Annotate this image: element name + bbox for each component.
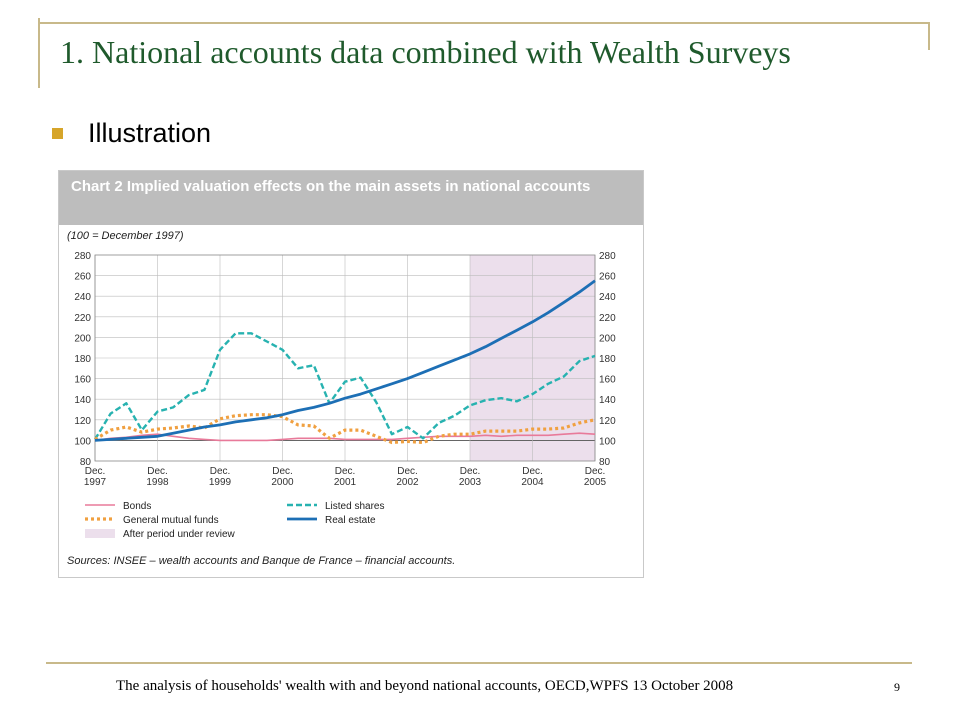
y-tick-label-left: 280	[74, 251, 91, 262]
x-tick-label: Dec. 1998	[146, 466, 169, 488]
legend-label-general-mutual-funds: General mutual funds	[123, 515, 219, 526]
x-tick-label: Dec. 2002	[396, 466, 419, 488]
y-tick-label-right: 240	[599, 292, 616, 303]
y-tick-label-left: 240	[74, 292, 91, 303]
series-line-bonds	[94, 432, 596, 442]
chart-title: Chart 2 Implied valuation effects on the…	[71, 178, 591, 195]
y-tick-label-left: 160	[74, 375, 91, 386]
x-tick-label: Dec. 2000	[271, 466, 294, 488]
footer-text: The analysis of households' wealth with …	[116, 678, 734, 694]
chart-subtitle: (100 = December 1997)	[67, 230, 184, 242]
decorative-left-rule	[38, 18, 40, 88]
legend-label-real-estate: Real estate	[325, 515, 376, 526]
x-tick-label: Dec. 2004	[521, 466, 544, 488]
bullet-text: Illustration	[88, 118, 212, 148]
legend-swatch-after-period-under-review	[85, 529, 115, 538]
y-tick-label-right: 280	[599, 251, 616, 262]
series-line-real-estate	[94, 279, 596, 442]
bullet-marker	[52, 128, 63, 139]
x-tick-label: Dec. 1999	[209, 466, 232, 488]
y-tick-label-right: 100	[599, 436, 616, 447]
series-line-general-mutual-funds	[94, 413, 596, 445]
plot-frame	[94, 254, 596, 462]
y-tick-label-left: 200	[74, 333, 91, 344]
legend-label-after-period-under-review: After period under review	[123, 529, 236, 540]
y-tick-label-right: 160	[599, 375, 616, 386]
y-tick-label-left: 220	[74, 313, 91, 324]
decorative-right-rule	[928, 22, 930, 50]
line-chart: (100 = December 1997) 80 80 100 100 120 120 140…	[67, 230, 616, 567]
slide-title: 1. National accounts data combined with …	[60, 34, 791, 70]
y-tick-label-right: 220	[599, 313, 616, 324]
page-number: 9	[894, 680, 900, 694]
y-tick-label-left: 100	[74, 436, 91, 447]
x-tick-label: Dec. 2001	[334, 466, 357, 488]
legend-label-bonds: Bonds	[123, 501, 151, 512]
y-tick-label-left: 120	[74, 416, 91, 427]
y-tick-label-left: 180	[74, 354, 91, 365]
x-tick-label: Dec. 2005	[584, 466, 607, 488]
series-line-listed-shares	[93, 332, 596, 441]
x-tick-label: Dec. 2003	[459, 466, 482, 488]
y-tick-label-right: 200	[599, 333, 616, 344]
y-tick-label-right: 260	[599, 272, 616, 283]
y-tick-label-right: 180	[599, 354, 616, 365]
y-tick-label-right: 140	[599, 395, 616, 406]
y-tick-label-right: 80	[599, 457, 611, 468]
decorative-top-rule	[38, 22, 930, 24]
footer-rule	[46, 662, 912, 664]
chart-panel: Chart 2 Implied valuation effects on the…	[58, 170, 644, 578]
y-tick-label-left: 260	[74, 272, 91, 283]
y-tick-label-right: 120	[599, 416, 616, 427]
y-tick-label-left: 80	[80, 457, 92, 468]
x-tick-label: Dec. 1997	[84, 466, 107, 488]
legend-label-listed-shares: Listed shares	[325, 501, 384, 512]
y-tick-label-left: 140	[74, 395, 91, 406]
chart-header: Chart 2 Implied valuation effects on the…	[59, 171, 643, 225]
chart-source: Sources: INSEE – wealth accounts and Ban…	[67, 555, 455, 567]
